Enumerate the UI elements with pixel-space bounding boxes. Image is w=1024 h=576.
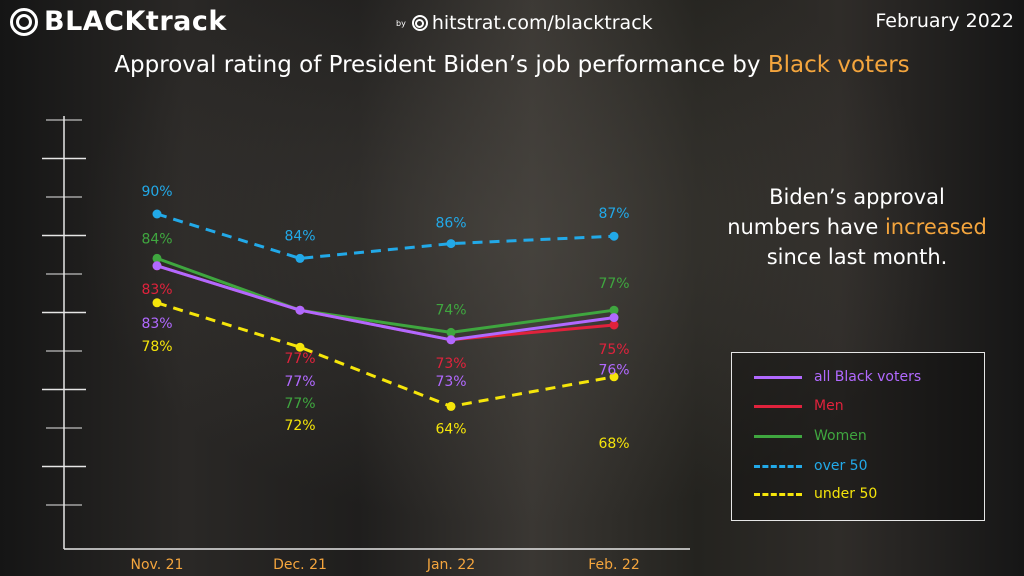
data-point-all	[447, 335, 456, 344]
data-label-over50: 90%	[141, 184, 172, 200]
data-label-under50: 72%	[284, 418, 315, 434]
legend-item-women: Women	[732, 426, 867, 446]
data-label-over50: 87%	[598, 206, 629, 222]
legend-item-over50: over 50	[732, 456, 867, 476]
legend-label-men: Men	[814, 398, 844, 414]
legend-swatch-all	[754, 376, 802, 379]
note-line-2-text: numbers have	[727, 215, 885, 239]
data-label-men: 83%	[141, 282, 172, 298]
data-label-women: 84%	[141, 231, 172, 247]
legend-swatch-over50	[754, 465, 802, 468]
legend-swatch-women	[754, 435, 802, 438]
data-label-women: 77%	[284, 396, 315, 412]
note-highlight: increased	[885, 215, 987, 239]
legend-label-all: all Black voters	[814, 369, 921, 385]
data-label-over50: 84%	[284, 228, 315, 244]
legend-label-women: Women	[814, 428, 867, 444]
legend-swatch-men	[754, 405, 802, 408]
infographic: BLACKtrack by hitstrat.com/blacktrack Fe…	[0, 0, 1024, 576]
data-label-under50: 64%	[435, 421, 466, 437]
note-line-2: numbers have increased	[712, 212, 1002, 242]
data-point-all	[296, 306, 305, 315]
legend-label-over50: over 50	[814, 458, 867, 474]
data-label-over50: 86%	[435, 216, 466, 232]
data-label-all: 77%	[284, 374, 315, 390]
data-point-all	[153, 261, 162, 270]
legend-label-under50: under 50	[814, 486, 877, 502]
note-line-1: Biden’s approval	[712, 182, 1002, 212]
data-point-under50	[153, 298, 162, 307]
series-line-over50	[157, 214, 614, 258]
x-tick-label: Nov. 21	[131, 557, 184, 573]
data-point-over50	[296, 254, 305, 263]
data-point-under50	[447, 402, 456, 411]
x-tick-label: Dec. 21	[273, 557, 327, 573]
legend-item-under50: under 50	[732, 484, 877, 504]
data-point-all	[610, 313, 619, 322]
data-label-men: 73%	[435, 356, 466, 372]
data-point-over50	[153, 210, 162, 219]
data-label-all: 83%	[141, 316, 172, 332]
chart-legend: all Black voters Men Women over 50 under 50	[731, 352, 985, 521]
series-line-men	[157, 266, 614, 340]
callout-note: Biden’s approval numbers have increased …	[712, 182, 1002, 272]
series-line-all	[157, 266, 614, 340]
data-label-all: 73%	[435, 374, 466, 390]
data-point-over50	[610, 232, 619, 241]
note-line-3: since last month.	[712, 242, 1002, 272]
legend-item-men: Men	[732, 396, 844, 416]
data-label-men: 75%	[598, 342, 629, 358]
data-label-all: 76%	[598, 363, 629, 379]
legend-swatch-under50	[754, 493, 802, 496]
legend-item-all: all Black voters	[732, 367, 921, 387]
series-line-women	[157, 258, 614, 332]
x-tick-label: Jan. 22	[426, 557, 475, 573]
data-label-under50: 68%	[598, 436, 629, 452]
data-label-men: 77%	[284, 351, 315, 367]
data-label-under50: 78%	[141, 339, 172, 355]
data-label-women: 77%	[598, 276, 629, 292]
x-tick-label: Feb. 22	[588, 557, 640, 573]
data-label-women: 74%	[435, 302, 466, 318]
data-point-over50	[447, 239, 456, 248]
